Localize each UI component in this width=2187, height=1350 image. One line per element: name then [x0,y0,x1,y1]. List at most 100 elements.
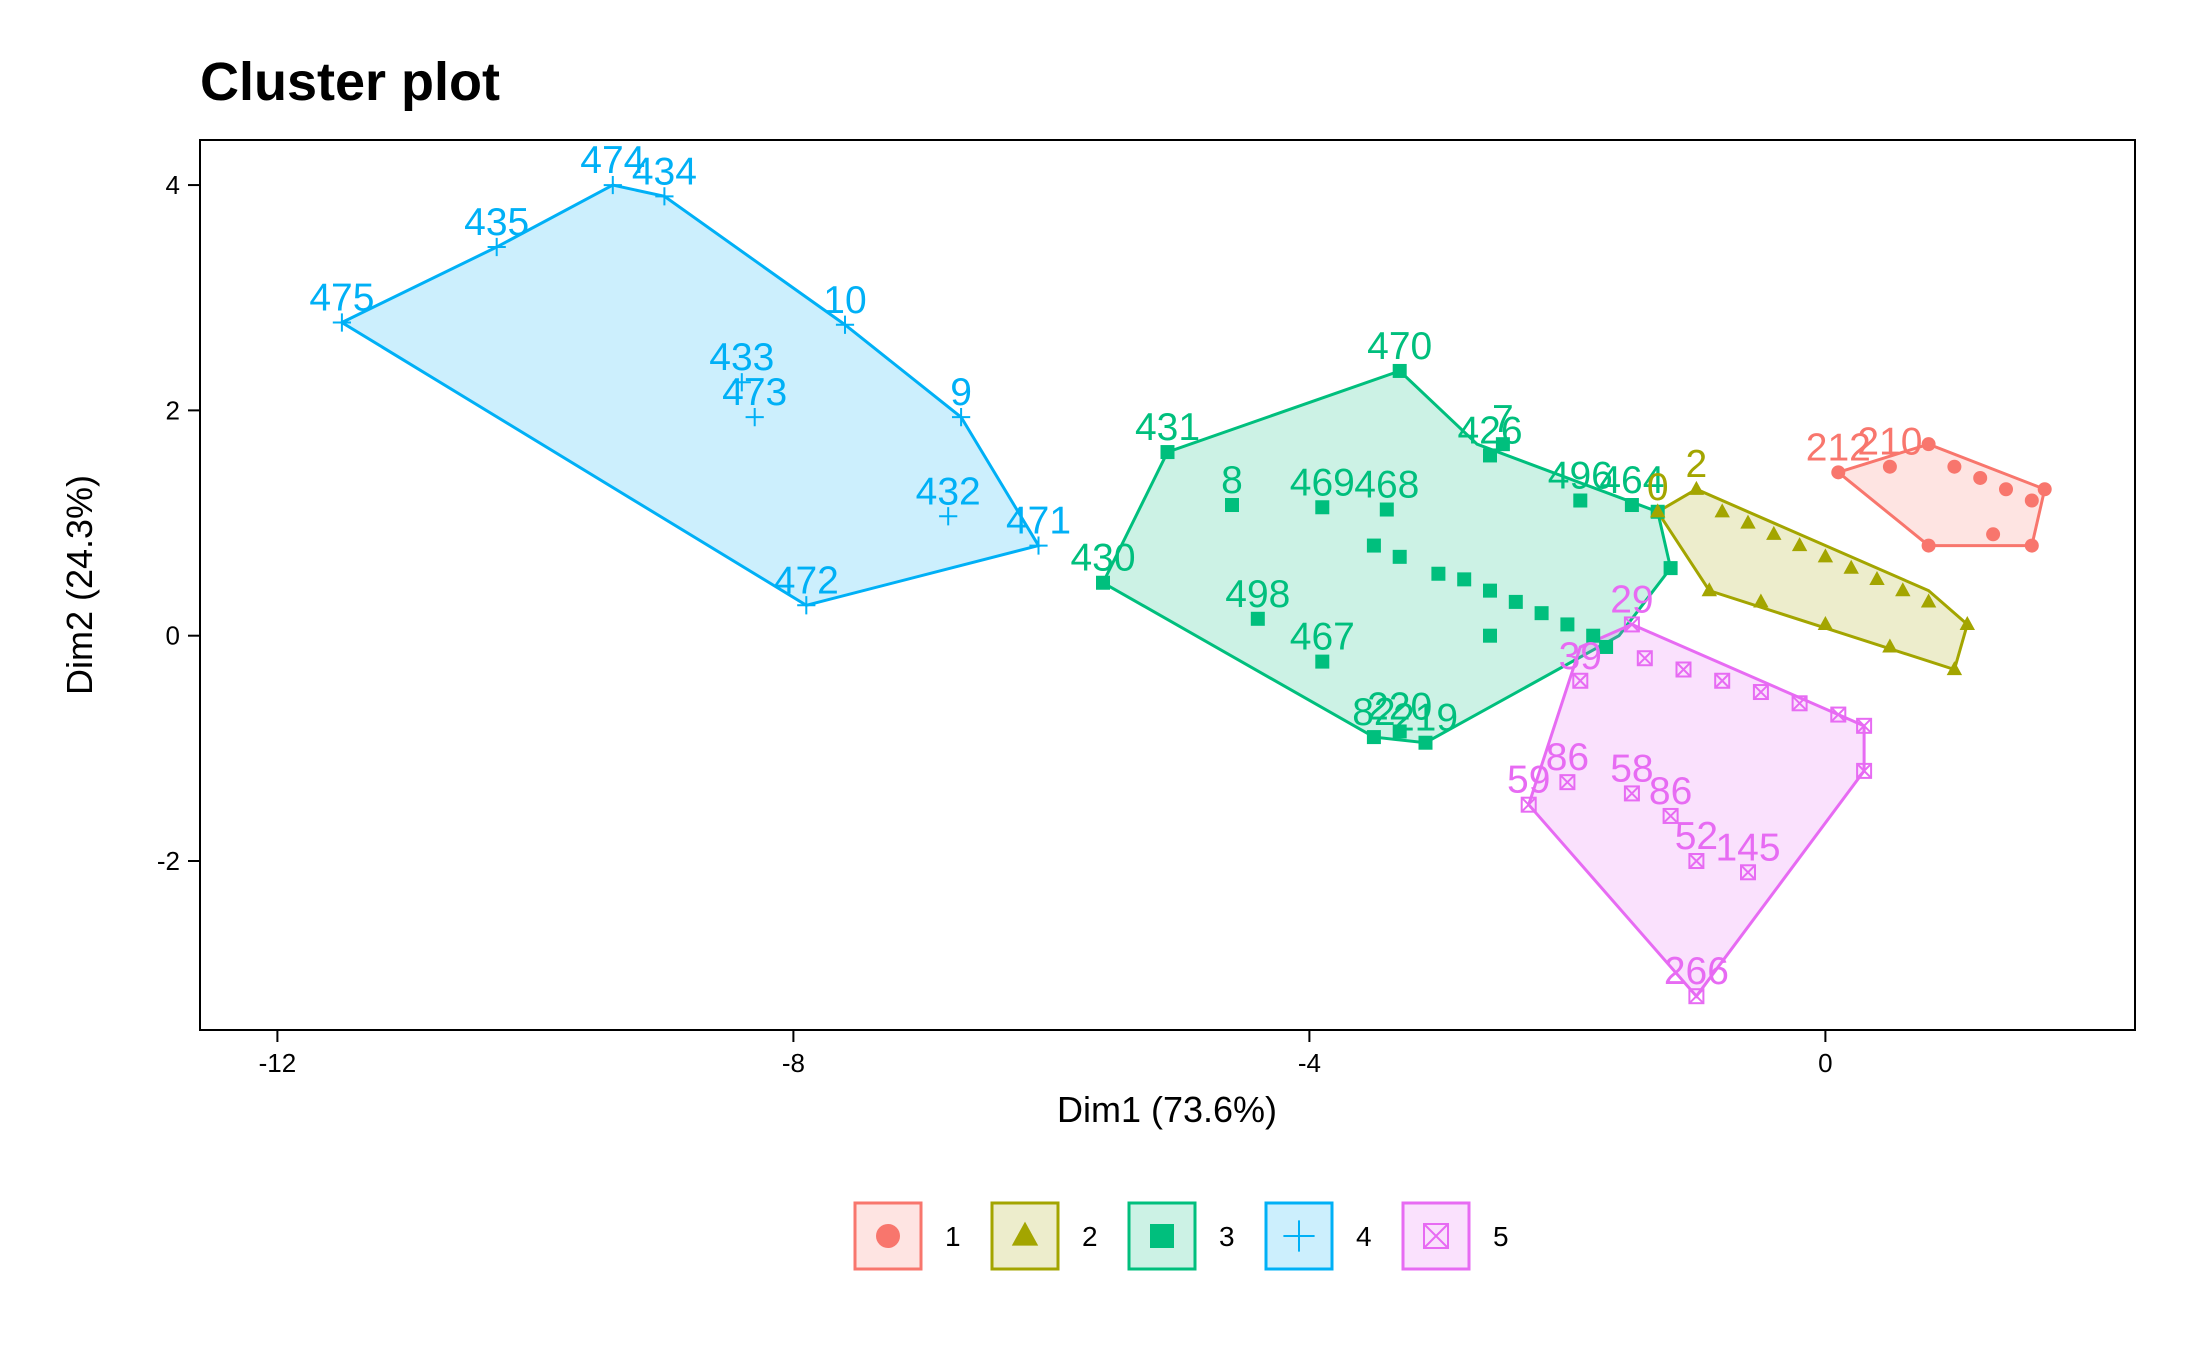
point-label-cluster-3: 468 [1354,464,1419,507]
point-label-cluster-1: 212 [1806,426,1871,469]
legend-symbol-1 [876,1224,900,1248]
point-cluster-2 [1791,537,1808,552]
point-cluster-3 [1599,639,1614,654]
point-cluster-1 [1882,459,1897,474]
point-label-cluster-4: 432 [916,470,981,513]
point-label-cluster-4: 433 [709,336,774,379]
point-cluster-1 [1973,470,1988,485]
point-cluster-5 [1752,684,1769,701]
point-cluster-3 [1560,617,1575,632]
point-label-cluster-4: 434 [632,150,697,193]
point-cluster-3 [1483,628,1497,643]
legend-symbol-2 [1011,1221,1039,1246]
point-cluster-3 [1315,500,1330,515]
point-cluster-4 [487,237,506,257]
chart-title: Cluster plot [200,52,500,112]
point-label-cluster-3: 464 [1599,459,1664,502]
x-tick-label: 0 [1818,1048,1832,1078]
point-cluster-3 [1586,628,1601,643]
point-cluster-5 [1856,762,1873,779]
point-cluster-2 [1869,570,1885,585]
point-cluster-5 [1520,796,1537,813]
point-cluster-2 [1650,503,1666,518]
point-cluster-3 [1160,445,1175,460]
point-label-cluster-5: 86 [1649,770,1692,813]
point-cluster-5 [1791,695,1808,712]
x-axis-title: Dim1 (73.6%) [1057,1089,1277,1130]
point-cluster-4 [797,596,816,615]
point-cluster-5 [1572,672,1589,689]
point-cluster-5 [1623,785,1640,802]
point-cluster-2 [1946,661,1963,676]
point-label-cluster-5: 58 [1610,747,1653,790]
plot-frame [199,139,2136,1031]
point-cluster-1 [2024,538,2039,553]
point-cluster-3 [1573,493,1588,508]
point-cluster-4 [603,175,622,195]
point-cluster-2 [1753,593,1769,608]
point-cluster-1 [2024,493,2039,508]
point-label-cluster-3: 431 [1135,406,1200,449]
legend-key-5 [1401,1201,1471,1271]
point-cluster-4 [835,315,855,334]
y-tick-label: -2 [157,846,180,876]
point-label-cluster-4: 474 [580,139,645,182]
point-label-cluster-5: 145 [1715,826,1780,869]
legend: 1 2 3 4 5 [853,1201,1509,1271]
point-cluster-5 [1675,661,1692,678]
point-cluster-2 [1895,582,1911,597]
point-label-cluster-3: 8 [1221,459,1243,502]
point-cluster-2 [1766,525,1782,540]
point-label-cluster-3: 7 [1492,398,1514,441]
point-cluster-5 [1688,988,1705,1005]
point-cluster-4 [745,408,764,427]
point-cluster-3 [1366,538,1381,553]
x-tick-label: -8 [782,1048,805,1078]
point-label-cluster-3: 430 [1070,537,1135,580]
point-label-cluster-2: 2 [1686,443,1708,486]
point-label-cluster-3: 470 [1367,325,1432,368]
point-cluster-5 [1688,853,1705,870]
legend-symbol-3 [1150,1224,1174,1248]
point-cluster-2 [1817,616,1834,631]
legend-symbol-5 [1423,1223,1449,1249]
point-cluster-1 [2037,482,2052,497]
hull-cluster-4 [338,183,1041,607]
point-cluster-1 [1831,465,1846,480]
legend-label-4: 4 [1356,1221,1372,1252]
legend-item-2: 2 [990,1201,1098,1271]
point-label-cluster-5: 86 [1546,736,1589,779]
point-cluster-3 [1250,611,1265,626]
point-label-cluster-5: 39 [1559,635,1602,678]
point-cluster-3 [1225,498,1239,513]
legend-item-4: 4 [1264,1201,1372,1271]
y-tick-label: 4 [166,170,180,200]
y-tick-label: 2 [166,395,180,425]
legend-item-1: 1 [853,1201,961,1271]
legend-label-1: 1 [945,1221,961,1252]
point-cluster-3 [1366,730,1381,745]
point-cluster-2 [1688,480,1705,495]
point-cluster-5 [1559,774,1576,791]
point-label-cluster-3: 496 [1548,455,1613,498]
point-cluster-1 [1921,538,1936,553]
x-tick-label: -4 [1298,1048,1321,1078]
point-cluster-3 [1431,566,1446,581]
point-cluster-3 [1392,724,1407,739]
point-cluster-2 [1843,559,1859,574]
point-label-cluster-3: 220 [1367,685,1432,728]
point-label-cluster-4: 435 [464,201,529,244]
point-cluster-5 [1740,864,1756,881]
y-tick-label: 0 [166,621,180,651]
point-cluster-5 [1662,807,1679,824]
point-cluster-3 [1663,561,1678,576]
legend-symbol-4 [1283,1220,1315,1252]
point-cluster-3 [1315,654,1330,669]
point-cluster-3 [1534,606,1549,621]
point-cluster-5 [1830,706,1847,723]
point-label-cluster-3: 426 [1457,409,1522,452]
point-cluster-4 [1029,536,1048,555]
point-cluster-3 [1508,594,1523,609]
point-cluster-4 [332,313,351,332]
